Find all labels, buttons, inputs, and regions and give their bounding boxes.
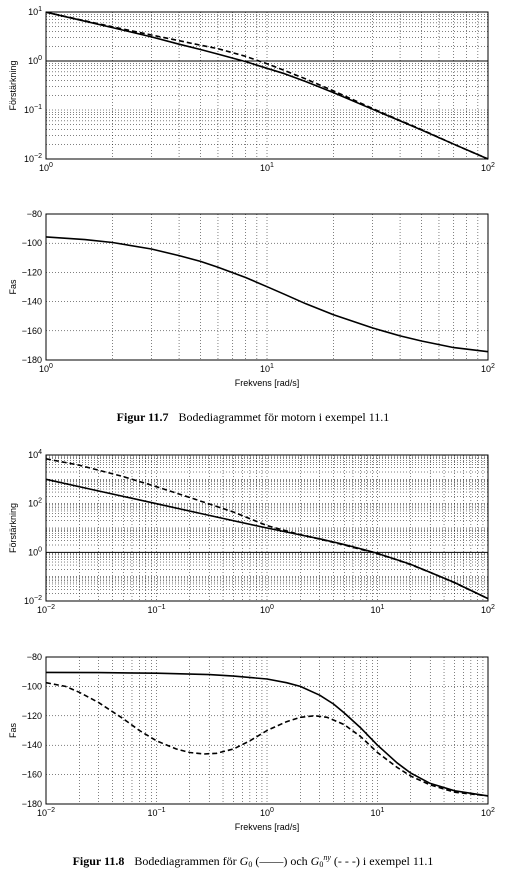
y-tick-label: 10−2 bbox=[24, 595, 42, 606]
y-tick-label: −80 bbox=[27, 652, 42, 662]
x-tick-label: 102 bbox=[481, 604, 495, 615]
x-tick-label: 100 bbox=[39, 363, 53, 374]
x-tick-label: 101 bbox=[260, 363, 274, 374]
solid-series-line bbox=[45, 236, 489, 353]
x-tick-label: 100 bbox=[260, 807, 274, 818]
y-tick-label: 104 bbox=[28, 449, 42, 460]
y-tick-label: −120 bbox=[22, 267, 42, 277]
caption-symbol-2: G bbox=[310, 854, 320, 868]
y-tick-label: −120 bbox=[22, 711, 42, 721]
y-tick-label: −180 bbox=[22, 355, 42, 365]
y-tick-label: 100 bbox=[28, 546, 42, 557]
x-tick-label: 10−1 bbox=[148, 807, 166, 818]
y-tick-label: −80 bbox=[27, 209, 42, 219]
y-tick-label: −140 bbox=[22, 297, 42, 307]
x-tick-label: 100 bbox=[39, 162, 53, 173]
x-axis-label: Frekvens [rad/s] bbox=[235, 378, 300, 388]
x-tick-label: 100 bbox=[260, 604, 274, 615]
bode-plot-2: 100 101 102 −80 −100 −120 −140 −160 −180 Fas Frekv… bbox=[8, 209, 495, 388]
y-axis-label: Förstärkning bbox=[8, 503, 18, 553]
caption-text: Bodediagrammet för motorn i exempel 11.1 bbox=[178, 410, 390, 424]
caption-symbol-2-sup: ny bbox=[323, 853, 331, 862]
x-tick-label: 10−2 bbox=[37, 604, 55, 615]
y-tick-label: −100 bbox=[22, 681, 42, 691]
bode-plot-3: 10−2 10−1 100 101 102 10−2 100 102 104 Förstärkni… bbox=[8, 449, 495, 615]
bode-plot-1: 100 101 102 10−2 10−1 100 101 Förstärkning bbox=[8, 6, 495, 173]
caption-post: i exempel 11.1 bbox=[362, 854, 434, 868]
x-tick-label: 10−2 bbox=[37, 807, 55, 818]
caption-symbol: G bbox=[239, 854, 249, 868]
plot-frame bbox=[45, 656, 489, 805]
caption-symbol-2-sub: 0 bbox=[319, 860, 324, 869]
dashed-series-line bbox=[45, 681, 489, 797]
caption-pre: Bodediagrammen för bbox=[134, 854, 237, 868]
y-axis-label: Fas bbox=[8, 279, 18, 295]
x-tick-label: 10−1 bbox=[148, 604, 166, 615]
y-tick-label: 102 bbox=[28, 498, 42, 509]
caption-number: Figur 11.7 bbox=[116, 410, 169, 424]
dashed-series-line bbox=[45, 458, 489, 600]
plot-frame bbox=[45, 213, 489, 361]
plot-frame bbox=[45, 11, 489, 160]
caption-solid-mark: (——) bbox=[255, 854, 288, 868]
x-tick-label: 101 bbox=[371, 604, 385, 615]
x-tick-label: 101 bbox=[260, 162, 274, 173]
caption-dashed-mark: (- - -) bbox=[333, 854, 360, 868]
caption-figur-11-7: Figur 11.7 Bodediagrammet för motorn i ex… bbox=[0, 410, 506, 425]
caption-symbol-sub: 0 bbox=[248, 860, 253, 869]
y-axis-label: Fas bbox=[8, 723, 18, 739]
caption-figur-11-8: Figur 11.8 Bodediagrammen för G0 (——) och… bbox=[0, 853, 506, 869]
x-tick-label: 102 bbox=[481, 807, 495, 818]
x-axis-label: Frekvens [rad/s] bbox=[235, 822, 300, 832]
y-tick-label: −160 bbox=[22, 770, 42, 780]
solid-series-line bbox=[45, 11, 489, 160]
plot-frame bbox=[45, 454, 489, 602]
bode-plot-4: 10−2 10−1 100 101 102 −80 −100 −120 −140 −160 −180… bbox=[8, 652, 495, 832]
caption-mid: och bbox=[290, 854, 308, 868]
y-axis-label: Förstärkning bbox=[8, 60, 18, 110]
y-tick-label: 10−1 bbox=[24, 104, 42, 115]
y-tick-label: 101 bbox=[28, 6, 42, 17]
caption-number: Figur 11.8 bbox=[72, 854, 125, 868]
y-tick-label: −140 bbox=[22, 740, 42, 750]
x-tick-label: 101 bbox=[371, 807, 385, 818]
x-tick-label: 102 bbox=[481, 162, 495, 173]
y-tick-label: −160 bbox=[22, 326, 42, 336]
y-tick-label: −180 bbox=[22, 799, 42, 809]
dashed-series-line bbox=[45, 11, 489, 160]
x-tick-label: 102 bbox=[481, 363, 495, 374]
y-tick-label: −100 bbox=[22, 238, 42, 248]
solid-series-line bbox=[45, 671, 489, 797]
y-tick-label: 100 bbox=[28, 55, 42, 66]
y-tick-label: 10−2 bbox=[24, 153, 42, 164]
